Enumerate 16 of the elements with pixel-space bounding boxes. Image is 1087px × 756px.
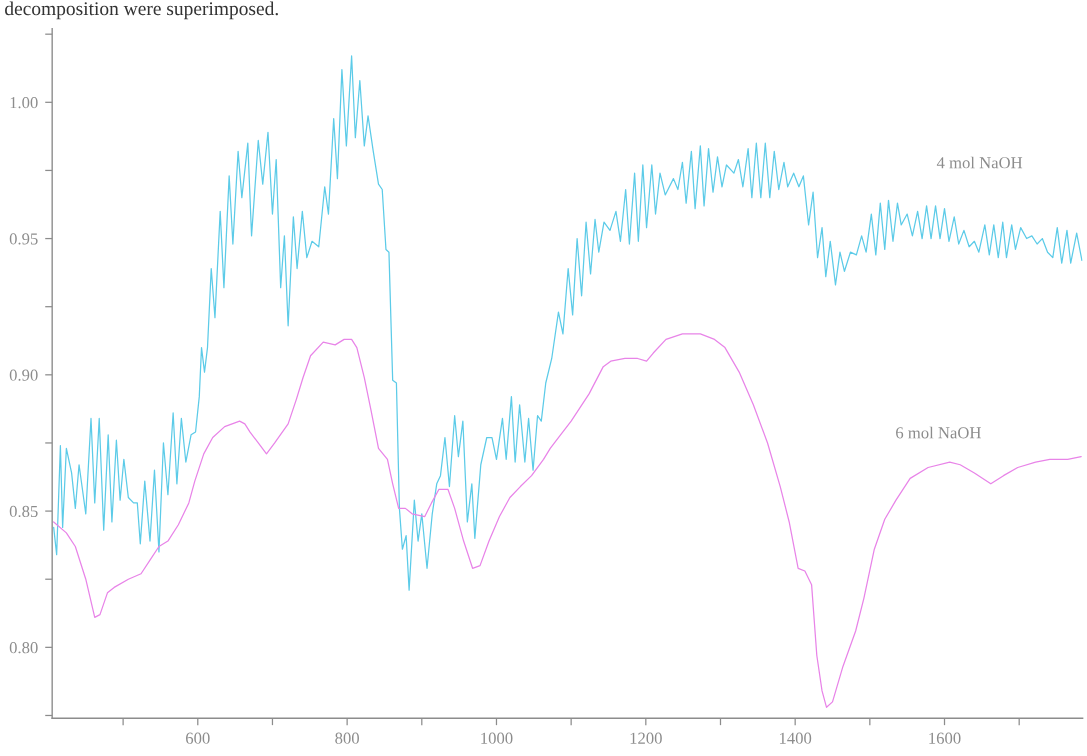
- x-tick-label: 800: [335, 732, 359, 744]
- series-label: 6 mol NaOH: [896, 426, 981, 439]
- x-tick-label: 1600: [929, 732, 961, 744]
- y-tick-label: 0.80: [9, 642, 38, 654]
- x-tick-label: 1000: [481, 732, 513, 744]
- y-tick-label: 1.00: [10, 97, 38, 109]
- y-tick-label: 0.90: [9, 369, 38, 381]
- text: 4 mol NaOH: [936, 156, 1023, 169]
- line-series: [53, 55, 1083, 591]
- y-tick-label: 0.95: [9, 233, 38, 245]
- text: decomposition were superimposed.: [5, 1, 278, 20]
- x-tick-label: 600: [186, 732, 210, 744]
- line-series: [53, 333, 1082, 708]
- x-tick-label: 1200: [630, 732, 662, 744]
- x-tick-label: 1400: [779, 732, 812, 744]
- y-tick-label: 0.85: [9, 505, 38, 518]
